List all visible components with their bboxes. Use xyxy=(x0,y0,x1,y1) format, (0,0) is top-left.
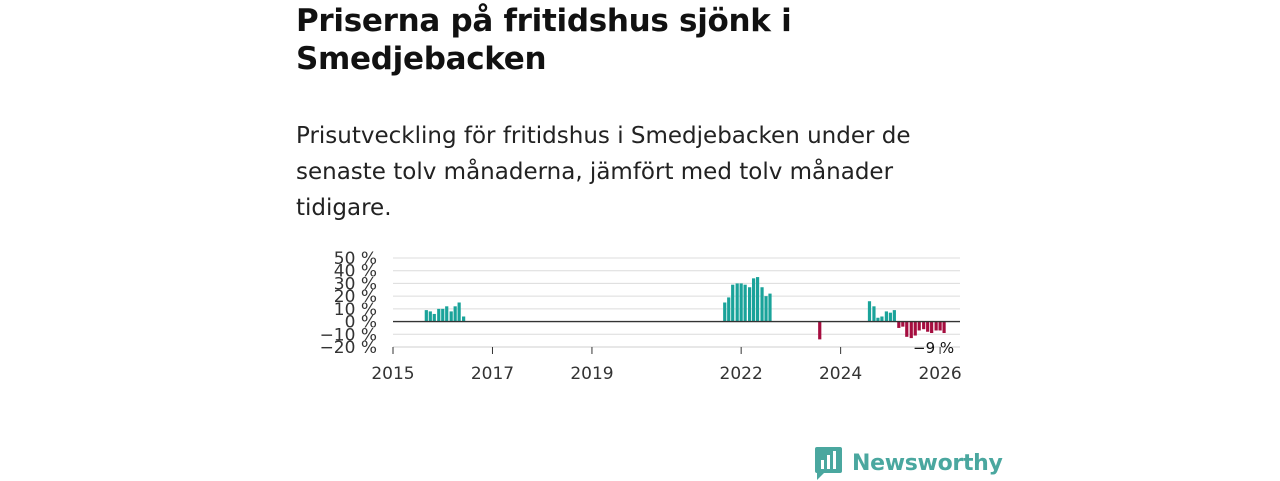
bar xyxy=(453,306,457,322)
y-tick-label: 20 % xyxy=(334,287,377,307)
bar xyxy=(876,317,880,322)
bar xyxy=(760,287,764,322)
bar xyxy=(751,278,756,322)
bar xyxy=(727,297,731,322)
newsworthy-logo-icon xyxy=(815,447,842,480)
y-tick-label: −10 % xyxy=(320,325,377,345)
bar xyxy=(437,308,441,322)
y-tick-label: −20 % xyxy=(320,338,377,358)
bar xyxy=(462,316,466,322)
bar xyxy=(748,287,752,322)
bar xyxy=(735,283,739,322)
x-tick-label: 2015 xyxy=(371,364,414,384)
chart-subtitle: Prisutveckling för fritidshus i Smedjeba… xyxy=(296,123,911,221)
bar xyxy=(892,310,896,322)
bar xyxy=(922,321,926,330)
bars xyxy=(424,277,946,340)
bar xyxy=(934,321,938,331)
x-tick-label: 2024 xyxy=(819,364,862,384)
bar xyxy=(930,321,934,334)
bar xyxy=(926,321,930,332)
bar xyxy=(449,311,453,322)
bar xyxy=(764,296,768,322)
bar xyxy=(432,313,436,322)
y-tick-label: 30 % xyxy=(334,274,377,294)
bar xyxy=(424,310,428,322)
bar xyxy=(872,306,876,322)
y-tick-label: 50 % xyxy=(334,249,377,269)
bar xyxy=(731,284,735,322)
bar xyxy=(938,321,942,331)
bar xyxy=(445,306,449,322)
y-tick-label: 40 % xyxy=(334,262,377,282)
bar xyxy=(901,321,905,327)
x-tick-label: 2022 xyxy=(720,364,763,384)
bar xyxy=(818,321,822,340)
bar xyxy=(913,321,917,336)
x-tick-label: 2017 xyxy=(471,364,514,384)
x-tick-label: 2026 xyxy=(918,364,961,384)
bar xyxy=(739,283,743,322)
bar xyxy=(768,293,772,322)
bar xyxy=(457,302,461,322)
y-tick-label: 0 % xyxy=(345,313,377,333)
logo-wordmark: Newsworthy xyxy=(852,450,1003,476)
bar xyxy=(888,312,892,322)
x-axis-ticks: 2015 2017 2019 2022 2024 2026 xyxy=(371,347,962,384)
last-value-label: −9 % xyxy=(913,339,954,357)
bar xyxy=(905,321,909,337)
bar xyxy=(897,321,901,328)
bar xyxy=(441,308,445,322)
bar xyxy=(884,311,888,322)
bar xyxy=(917,321,921,331)
chart-title: Priserna på fritidshus sjönk i Smedjebac… xyxy=(296,3,792,77)
axes xyxy=(393,320,960,348)
gridlines xyxy=(393,257,960,348)
y-tick-label: 10 % xyxy=(334,300,377,320)
bar xyxy=(909,321,913,339)
bar xyxy=(755,277,760,322)
bar xyxy=(428,311,432,322)
y-axis-tick-labels: −20 %−10 %0 %10 %20 %30 %40 %50 % xyxy=(320,249,377,358)
bar xyxy=(723,302,727,322)
x-tick-label: 2019 xyxy=(570,364,613,384)
newsworthy-logo: Newsworthy xyxy=(814,445,1003,481)
bar xyxy=(942,321,946,334)
bar xyxy=(880,316,884,322)
bar xyxy=(867,301,872,322)
bar xyxy=(743,284,747,322)
